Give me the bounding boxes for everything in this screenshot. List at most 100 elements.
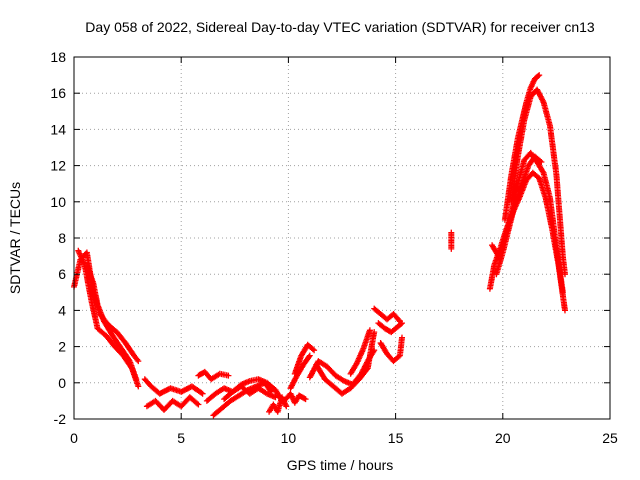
data-point [216, 370, 232, 379]
data-point [291, 393, 302, 406]
data-point [347, 377, 362, 392]
data-point [547, 195, 560, 249]
chart-title: Day 058 of 2022, Sidereal Day-to-day VTE… [85, 19, 595, 35]
x-axis-ticks: 0 5 10 15 20 25 [70, 57, 618, 446]
data-point [390, 353, 402, 365]
y-axis-ticks: -2 0 2 4 6 8 10 12 14 16 18 [50, 49, 610, 427]
series-track-s [377, 334, 405, 365]
data-point [90, 280, 101, 307]
data-point [101, 318, 115, 338]
data-point [375, 320, 387, 331]
data-point [394, 320, 405, 330]
data-point [264, 390, 279, 401]
data-point [501, 173, 515, 223]
data-point [512, 182, 525, 205]
grid [74, 57, 610, 419]
data-point [236, 387, 250, 399]
y-tick-label: 18 [50, 49, 66, 65]
data-point [131, 352, 142, 365]
data-point [227, 393, 241, 404]
series-track-o [313, 329, 378, 397]
data-point [527, 77, 538, 91]
data-point [377, 340, 390, 356]
series-track-t [448, 229, 455, 252]
data-point [321, 376, 336, 389]
data-point [514, 118, 527, 160]
data-point [360, 327, 373, 352]
y-tick-label: 12 [50, 158, 66, 174]
y-tick-label: 10 [50, 194, 66, 210]
data-point [540, 99, 553, 128]
data-point [529, 169, 541, 181]
data-point [291, 354, 304, 377]
data-point [493, 251, 506, 278]
data-point [508, 155, 521, 205]
data-point [113, 329, 128, 345]
data-point [521, 95, 534, 124]
data-point [94, 325, 108, 338]
series-track-k [281, 390, 309, 406]
data-point [547, 122, 560, 177]
data-point [315, 358, 329, 369]
y-tick-label: 4 [58, 302, 66, 318]
data-point [396, 334, 405, 359]
data-point [364, 329, 378, 372]
data-point [109, 332, 124, 351]
series-track-p [347, 327, 373, 377]
data-point [486, 263, 497, 292]
series-track-y [508, 86, 568, 278]
y-tick-label: 16 [50, 85, 66, 101]
data-point [519, 164, 531, 187]
data-point [332, 372, 346, 384]
x-tick-label: 20 [495, 430, 511, 446]
data-point [287, 374, 300, 392]
data-point [499, 225, 512, 256]
data-point [534, 159, 546, 175]
data-point [354, 346, 366, 366]
y-tick-label: -2 [54, 411, 67, 427]
data-point [339, 386, 353, 397]
data-point [203, 391, 218, 404]
data-point [347, 361, 360, 377]
series-track-l [287, 352, 313, 392]
data-point [186, 394, 202, 408]
data-point [296, 392, 309, 403]
data-point [553, 244, 566, 296]
data-point [540, 169, 553, 200]
data-point [218, 398, 233, 412]
data-point [103, 332, 117, 349]
x-tick-label: 10 [281, 430, 297, 446]
data-point [532, 153, 545, 165]
data-points [71, 72, 568, 419]
series-track-e [143, 394, 202, 413]
x-axis-label: GPS time / hours [287, 457, 394, 473]
data-point [221, 389, 235, 403]
data-point [94, 302, 107, 323]
data-point [264, 379, 278, 392]
y-tick-label: 0 [58, 375, 66, 391]
data-point [553, 171, 566, 258]
data-point [304, 341, 318, 354]
x-tick-label: 15 [388, 430, 404, 446]
x-tick-label: 25 [602, 430, 618, 446]
y-tick-label: 14 [50, 121, 66, 137]
data-point [300, 352, 313, 368]
data-point [83, 262, 96, 285]
data-point [356, 366, 370, 383]
data-point [506, 200, 519, 231]
data-point [118, 345, 132, 363]
series-track-c [83, 262, 140, 383]
series-track-b [75, 247, 142, 390]
data-point [313, 361, 328, 381]
y-tick-label: 6 [58, 266, 66, 282]
data-point [255, 385, 269, 396]
series-track-f [195, 368, 232, 383]
y-axis-label: SDTVAR / TECUs [7, 182, 23, 294]
data-point [508, 137, 521, 178]
data-point [448, 229, 455, 252]
data-point [188, 383, 206, 397]
data-point [229, 382, 243, 395]
data-point [536, 175, 549, 200]
x-tick-label: 5 [177, 430, 185, 446]
